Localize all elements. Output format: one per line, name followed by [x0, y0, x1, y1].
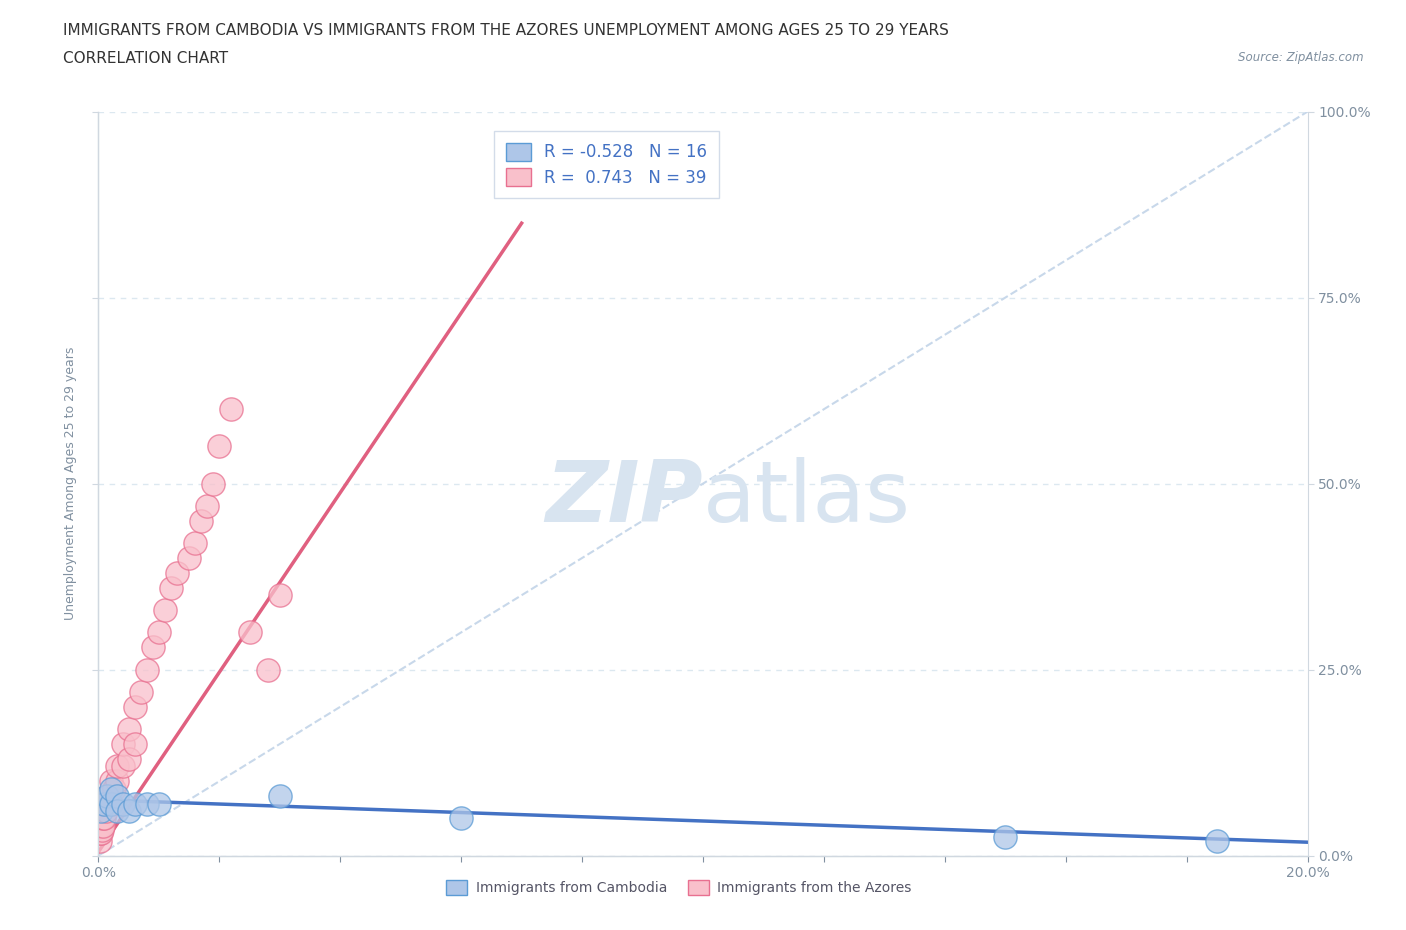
Point: [160, 580, 183, 595]
Point: [124, 796, 146, 811]
Point: [135, 662, 157, 677]
Point: [269, 588, 291, 603]
Point: [208, 439, 231, 454]
Point: [256, 662, 278, 677]
Point: [91, 818, 114, 833]
Text: IMMIGRANTS FROM CAMBODIA VS IMMIGRANTS FROM THE AZORES UNEMPLOYMENT AMONG AGES 2: IMMIGRANTS FROM CAMBODIA VS IMMIGRANTS F…: [63, 23, 949, 38]
Point: [190, 513, 212, 528]
Point: [118, 804, 141, 818]
Legend: Immigrants from Cambodia, Immigrants from the Azores: Immigrants from Cambodia, Immigrants fro…: [441, 875, 917, 901]
Point: [90, 818, 112, 833]
Point: [269, 789, 291, 804]
Point: [195, 498, 218, 513]
Point: [94, 804, 117, 818]
Point: [105, 759, 128, 774]
Point: [1206, 833, 1229, 848]
Point: [153, 603, 176, 618]
Point: [100, 796, 122, 811]
Point: [103, 781, 125, 796]
Text: CORRELATION CHART: CORRELATION CHART: [63, 51, 228, 66]
Point: [142, 640, 165, 655]
Point: [166, 565, 188, 580]
Point: [148, 625, 170, 640]
Point: [91, 822, 114, 837]
Point: [148, 796, 170, 811]
Y-axis label: Unemployment Among Ages 25 to 29 years: Unemployment Among Ages 25 to 29 years: [63, 347, 77, 620]
Point: [118, 751, 141, 766]
Point: [105, 774, 128, 789]
Point: [89, 826, 111, 841]
Point: [90, 826, 112, 841]
Point: [124, 737, 146, 751]
Point: [129, 684, 152, 699]
Point: [994, 830, 1017, 844]
Point: [111, 737, 134, 751]
Point: [100, 774, 122, 789]
Point: [96, 789, 118, 804]
Point: [100, 796, 122, 811]
Text: atlas: atlas: [703, 457, 911, 540]
Point: [93, 811, 115, 826]
Point: [90, 804, 112, 818]
Point: [239, 625, 262, 640]
Point: [105, 789, 128, 804]
Point: [450, 811, 472, 826]
Point: [135, 796, 157, 811]
Text: Source: ZipAtlas.com: Source: ZipAtlas.com: [1239, 51, 1364, 64]
Point: [89, 833, 111, 848]
Point: [221, 402, 243, 417]
Point: [91, 811, 114, 826]
Point: [100, 781, 122, 796]
Point: [93, 796, 115, 811]
Point: [184, 536, 207, 551]
Point: [111, 759, 134, 774]
Point: [93, 796, 115, 811]
Point: [118, 722, 141, 737]
Point: [111, 796, 134, 811]
Point: [105, 804, 128, 818]
Text: ZIP: ZIP: [546, 457, 703, 540]
Point: [179, 551, 201, 565]
Point: [202, 476, 225, 491]
Point: [96, 789, 118, 804]
Point: [124, 699, 146, 714]
